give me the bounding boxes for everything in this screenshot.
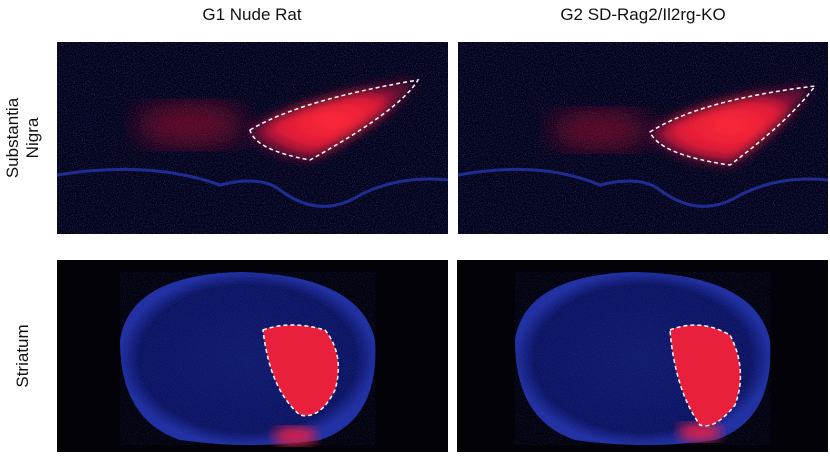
image-panel xyxy=(457,42,829,234)
row-label: Striatum xyxy=(13,324,32,387)
column-title: G1 Nude Rat xyxy=(202,5,301,24)
image-panel xyxy=(56,42,449,234)
column-title: G2 SD-Rag2/Il2rg-KO xyxy=(560,5,725,24)
row-label-line: Substantia xyxy=(3,97,22,178)
row-label: Substantia Nigra xyxy=(3,97,42,178)
row-label-line: Nigra xyxy=(23,117,42,158)
row-label-line: Striatum xyxy=(13,324,32,387)
image-panel xyxy=(57,260,448,452)
image-panel xyxy=(457,260,828,452)
